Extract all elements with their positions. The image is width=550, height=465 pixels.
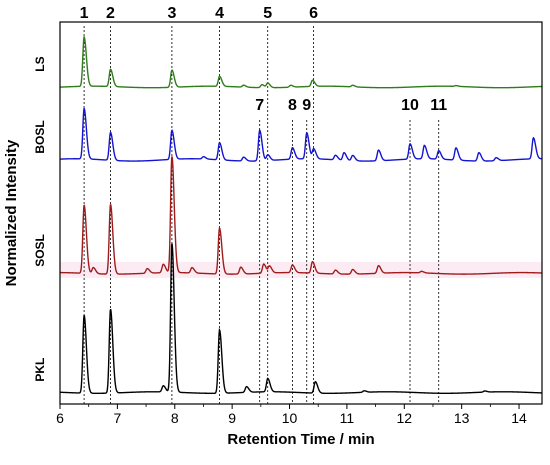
peak-label-11: 11: [430, 97, 447, 114]
plot-frame: [59, 21, 543, 405]
trace-label-sosl: SOSL: [33, 234, 47, 267]
trace-bosl: [59, 106, 543, 162]
trace-ls: [59, 34, 543, 89]
y-axis-title: Normalized Intensity: [3, 139, 20, 286]
peak-label-10: 10: [401, 97, 419, 114]
x-tick-label-9: 9: [228, 410, 236, 426]
peak-label-2: 2: [106, 5, 115, 22]
peak-label-4: 4: [215, 5, 224, 22]
peak-label-1: 1: [80, 5, 89, 22]
sosl-highlight-band: [60, 261, 542, 278]
trace-pkl: [59, 243, 543, 394]
peak-label-3: 3: [167, 5, 176, 22]
peak-label-9: 9: [302, 97, 311, 114]
chart-labels: Retention Time / min Normalized Intensit…: [3, 5, 527, 448]
x-tick-label-14: 14: [511, 410, 527, 426]
trace-label-pkl: PKL: [33, 358, 47, 382]
peak-label-8: 8: [288, 97, 297, 114]
trace-label-ls: LS: [33, 56, 47, 71]
trace-sosl: [59, 156, 543, 275]
highlight-bands: [60, 261, 542, 278]
x-tick-label-7: 7: [113, 410, 121, 426]
peak-label-5: 5: [263, 5, 272, 22]
peak-label-6: 6: [309, 5, 318, 22]
peak-label-7: 7: [255, 97, 264, 114]
peak-guide-lines: [83, 26, 440, 404]
trace-label-bosl: BOSL: [33, 120, 47, 153]
x-tick-label-6: 6: [56, 410, 64, 426]
x-tick-label-12: 12: [396, 410, 412, 426]
x-tick-label-11: 11: [340, 410, 355, 426]
x-tick-label-10: 10: [282, 410, 298, 426]
x-tick-label-8: 8: [171, 410, 179, 426]
x-axis-title: Retention Time / min: [227, 431, 374, 448]
chromatogram-traces: [59, 34, 543, 394]
axes: [59, 21, 543, 409]
x-tick-label-13: 13: [454, 410, 470, 426]
